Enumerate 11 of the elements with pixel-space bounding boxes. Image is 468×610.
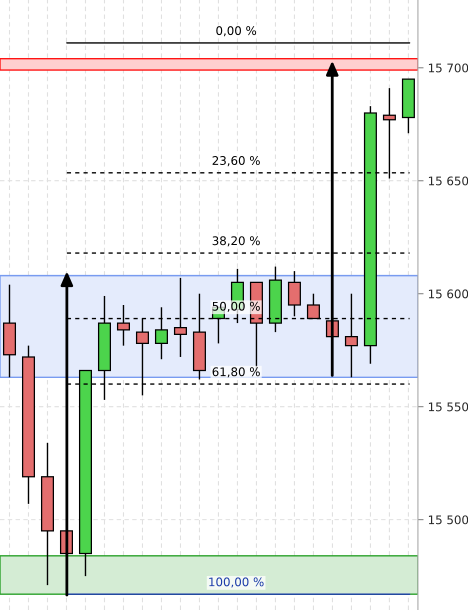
- y-tick-label: 15 700: [428, 64, 468, 72]
- annotation: 50,00 %: [212, 302, 260, 312]
- y-tick-label: 15 650: [428, 176, 468, 186]
- y-tick-label: 15 500: [428, 515, 468, 524]
- y-tick-label: 15 550: [428, 402, 468, 412]
- annotation: 38,20 %: [212, 236, 260, 246]
- y-tick-label: 15 600: [428, 289, 468, 298]
- annotation: 100,00 %: [209, 577, 264, 588]
- annotation: 61,80 %: [212, 367, 260, 378]
- annotation: 23,60 %: [212, 156, 260, 166]
- annotation: 0,00 %: [216, 26, 256, 36]
